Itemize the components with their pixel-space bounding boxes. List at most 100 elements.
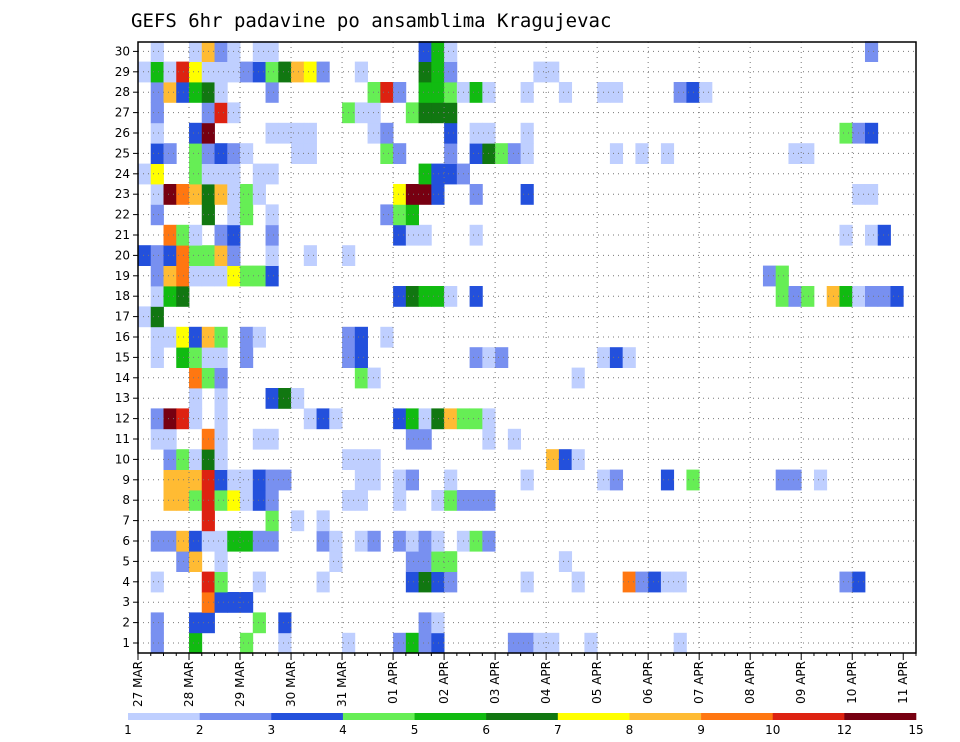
heatmap-cell	[367, 530, 381, 552]
heatmap-cell	[354, 449, 368, 470]
heatmap-cell	[303, 143, 317, 164]
heatmap-cell	[240, 204, 254, 226]
y-tick-label: 28	[115, 85, 130, 99]
plot-frame	[137, 41, 917, 654]
heatmap-cell	[163, 286, 177, 307]
heatmap-cell	[839, 224, 853, 246]
heatmap-cell	[278, 388, 292, 409]
heatmap-cell	[431, 530, 445, 552]
heatmap-cell	[291, 143, 305, 164]
heatmap-cell	[176, 469, 190, 491]
heatmap-cell	[762, 265, 777, 287]
y-tick-label: 12	[115, 412, 130, 426]
heatmap-cell	[163, 143, 177, 164]
heatmap-cell	[405, 184, 419, 205]
heatmap-cell	[189, 184, 203, 205]
colorbar-label: 15	[908, 723, 923, 737]
heatmap-cell	[240, 143, 254, 164]
heatmap-cell	[839, 571, 853, 593]
y-tick-label: 24	[115, 167, 130, 181]
y-axis: 1234567891011121314151617181920212223242…	[115, 44, 138, 650]
heatmap-cell	[775, 286, 789, 307]
heatmap-cell	[252, 469, 266, 491]
y-tick-label: 11	[115, 432, 130, 446]
heatmap-cell	[265, 224, 279, 246]
heatmap-cell	[622, 571, 636, 593]
heatmap-cell	[240, 632, 254, 654]
x-tick-label: 05 APR	[590, 661, 604, 704]
heatmap-cell	[163, 82, 177, 103]
colorbar-swatch	[844, 713, 917, 720]
heatmap-cell	[801, 143, 815, 164]
heatmap-cell	[418, 408, 432, 430]
heatmap-cell	[189, 347, 203, 368]
heatmap-cell	[150, 204, 164, 226]
heatmap-cell	[240, 347, 254, 368]
heatmap-cell	[214, 143, 228, 164]
y-tick-label: 30	[115, 44, 130, 58]
heatmap-cell	[660, 571, 675, 593]
heatmap-cell	[775, 265, 789, 287]
heatmap-cell	[150, 408, 164, 430]
heatmap-cell	[214, 592, 228, 613]
heatmap-cell	[214, 41, 228, 62]
heatmap-cell	[418, 612, 432, 634]
heatmap-cell	[176, 61, 190, 83]
heatmap-cell	[163, 61, 177, 83]
heatmap-cell	[801, 286, 815, 307]
heatmap-cell	[252, 265, 266, 287]
heatmap-cell	[240, 592, 254, 613]
heatmap-cell	[877, 224, 891, 246]
heatmap-cell	[648, 571, 662, 593]
heatmap-cell	[405, 469, 419, 491]
heatmap-cell	[265, 245, 279, 266]
heatmap-cell	[609, 347, 624, 368]
heatmap-cell	[189, 41, 203, 62]
heatmap-cell	[163, 224, 177, 246]
heatmap-cell	[214, 347, 228, 368]
heatmap-cell	[393, 490, 407, 511]
colorbar-swatch	[271, 713, 344, 720]
y-tick-label: 25	[115, 146, 130, 160]
heatmap-cell	[354, 490, 368, 511]
heatmap-cell	[189, 449, 203, 470]
heatmap-cell	[150, 428, 164, 450]
heatmap-cell	[240, 265, 254, 287]
heatmap-cell	[150, 143, 164, 164]
heatmap-cell	[673, 632, 687, 654]
colorbar-swatch	[701, 713, 774, 720]
heatmap-cell	[367, 469, 381, 491]
heatmap-cell	[431, 41, 445, 62]
heatmap-cell	[405, 286, 419, 307]
y-tick-label: 9	[122, 473, 130, 487]
heatmap-cell	[813, 469, 828, 491]
heatmap-cell	[418, 224, 432, 246]
heatmap-cell	[393, 184, 407, 205]
x-axis: 27 MAR 28 MAR 29 MAR 30 MAR 31 MAR 01 APR 02 A…	[131, 653, 917, 707]
colorbar-swatch	[199, 713, 272, 720]
heatmap-cell	[418, 571, 432, 593]
heatmap-cell	[864, 122, 879, 144]
heatmap-cell	[278, 612, 292, 634]
y-tick-label: 15	[115, 350, 130, 364]
y-tick-label: 26	[115, 126, 130, 140]
heatmap-cell	[431, 408, 445, 430]
heatmap-cell	[635, 571, 649, 593]
heatmap-cell	[405, 530, 419, 552]
colorbar-label: 3	[267, 723, 275, 737]
heatmap-cell	[418, 428, 432, 450]
heatmap-cell	[189, 408, 203, 430]
heatmap-cell	[558, 551, 573, 572]
y-tick-label: 22	[115, 208, 130, 222]
heatmap-cell	[176, 449, 190, 470]
heatmap-cell	[252, 163, 266, 185]
heatmap-cell	[138, 163, 152, 185]
heatmap-cell	[520, 469, 534, 491]
heatmap-cell	[431, 632, 445, 654]
heatmap-cell	[214, 551, 228, 572]
heatmap-cell	[405, 102, 419, 124]
heatmap-cell	[354, 347, 368, 368]
heatmap-cell	[189, 224, 203, 246]
heatmap-cell	[265, 204, 279, 226]
